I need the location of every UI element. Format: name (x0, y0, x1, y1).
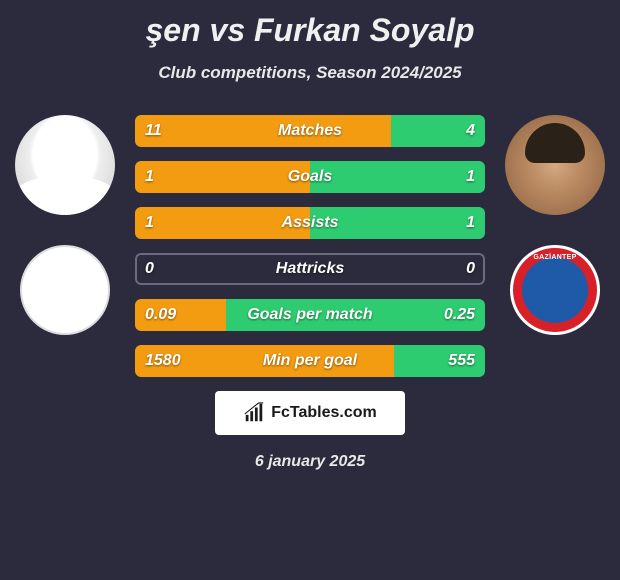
stat-label: Goals (288, 168, 332, 186)
stat-row: 0.09 0.25 Goals per match (135, 299, 485, 331)
stat-value-left: 1580 (145, 352, 181, 370)
stat-label: Matches (278, 122, 342, 140)
player-left-club-badge (20, 245, 110, 335)
stat-value-right: 555 (448, 352, 475, 370)
player-right-club-badge: GAZİANTEP (510, 245, 600, 335)
player-right-avatar (505, 115, 605, 215)
comparison-area: GAZİANTEP 114Matches11Goals11Assists00Ha… (0, 115, 620, 377)
stat-value-left: 1 (145, 168, 154, 186)
stat-bar-left (135, 161, 310, 193)
stat-value-right: 1 (466, 168, 475, 186)
stat-value-left: 0 (145, 260, 154, 278)
chart-icon (243, 402, 265, 424)
footer-brand-text: FcTables.com (271, 404, 377, 422)
stat-value-left: 0.09 (145, 306, 176, 324)
stat-value-right: 4 (466, 122, 475, 140)
stat-bar-left (135, 115, 391, 147)
stat-label: Goals per match (247, 306, 372, 324)
stat-row: 1 1 Goals (135, 161, 485, 193)
stat-label: Hattricks (276, 260, 344, 278)
player-left-avatar (15, 115, 115, 215)
stat-row: 1580 555 Min per goal (135, 345, 485, 377)
stat-value-right: 0.25 (444, 306, 475, 324)
stat-row: 1 1 Assists (135, 207, 485, 239)
stat-value-left: 1 (145, 214, 154, 232)
stat-bar-right (310, 161, 485, 193)
player-left-column (10, 115, 120, 335)
stat-row: 0 0 Hattricks (135, 253, 485, 285)
page-title: şen vs Furkan Soyalp (0, 0, 620, 49)
stat-value-right: 0 (466, 260, 475, 278)
stat-row: 11 4 Matches (135, 115, 485, 147)
page-subtitle: Club competitions, Season 2024/2025 (0, 63, 620, 83)
club-right-label: GAZİANTEP (510, 254, 600, 261)
footer-date: 6 january 2025 (0, 453, 620, 471)
footer-brand-badge: FcTables.com (215, 391, 405, 435)
stats-bars: 114Matches11Goals11Assists00Hattricks0.0… (135, 115, 485, 377)
stat-label: Assists (282, 214, 339, 232)
player-right-column: GAZİANTEP (500, 115, 610, 335)
stat-value-left: 11 (145, 122, 162, 140)
stat-label: Min per goal (263, 352, 357, 370)
stat-value-right: 1 (466, 214, 475, 232)
